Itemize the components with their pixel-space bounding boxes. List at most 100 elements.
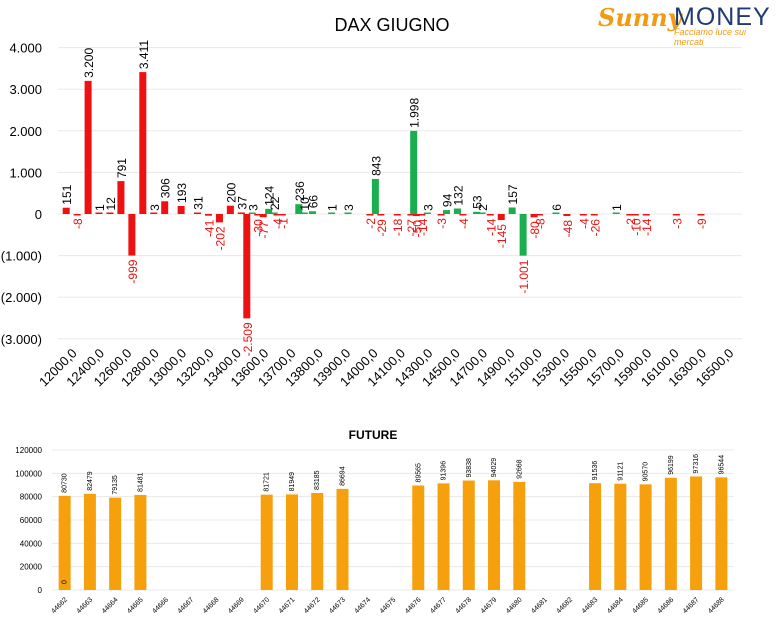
y-tick-label: 100000 xyxy=(15,469,42,478)
data-label: 1 xyxy=(93,204,107,211)
x-tick-label: 44684 xyxy=(606,596,625,615)
data-label: -999 xyxy=(126,259,140,283)
bar xyxy=(109,497,122,590)
data-label: -14 xyxy=(416,218,430,236)
bar xyxy=(393,214,401,216)
data-label: 81481 xyxy=(137,472,144,492)
bar xyxy=(260,494,273,590)
bar xyxy=(715,477,728,590)
bar xyxy=(308,211,316,214)
data-label: 80730 xyxy=(62,473,69,493)
bar xyxy=(328,212,336,214)
data-label: -50 xyxy=(410,220,424,238)
bar xyxy=(664,477,677,590)
data-label: 3 xyxy=(246,204,260,211)
x-tick-label: 44672 xyxy=(303,596,322,615)
bar xyxy=(626,214,634,216)
dax-giugno-chart: DAX GIUGNO (3.000) (2.000) (1.000) 0 1.000 2.0… xyxy=(1,15,742,389)
y-tick-label: 2.000 xyxy=(9,124,42,139)
bar xyxy=(488,480,501,590)
bar xyxy=(486,214,494,216)
y-tick-label: 20000 xyxy=(20,563,43,572)
data-label: 82479 xyxy=(87,471,94,491)
bar xyxy=(73,214,81,216)
x-tick-label: 44674 xyxy=(353,596,372,615)
y-tick-label: 60000 xyxy=(20,516,43,525)
bar xyxy=(58,495,71,590)
data-label: -18 xyxy=(391,218,405,236)
data-label: 1.998 xyxy=(408,98,422,128)
x-tick-label: 44663 xyxy=(76,596,95,615)
bar xyxy=(139,72,147,214)
data-label: -4 xyxy=(271,218,285,229)
data-label: 22 xyxy=(268,196,282,210)
data-label: 2 xyxy=(476,204,490,211)
data-label: 91536 xyxy=(592,461,599,481)
bar xyxy=(612,212,620,214)
data-label: -9 xyxy=(695,218,709,229)
bar xyxy=(697,214,705,216)
data-label: 66 xyxy=(306,195,320,209)
bar xyxy=(508,207,516,214)
data-label: -1 xyxy=(276,218,290,229)
x-tick-label: 44687 xyxy=(682,596,701,615)
data-label: -29 xyxy=(375,219,389,237)
y-tick-label: 4.000 xyxy=(9,41,42,56)
bar xyxy=(254,214,262,216)
data-label: 90570 xyxy=(643,462,650,482)
bar xyxy=(285,494,298,590)
data-label: -14 xyxy=(484,218,498,236)
bar xyxy=(62,207,70,214)
chart-title: FUTURE xyxy=(349,428,398,442)
x-tick-label: 44677 xyxy=(429,596,448,615)
data-label: 91396 xyxy=(441,461,448,481)
data-label: 10 xyxy=(298,197,312,211)
data-label: 81949 xyxy=(289,472,296,492)
bar xyxy=(473,211,481,214)
bar xyxy=(536,214,544,216)
bar xyxy=(579,214,587,216)
bar xyxy=(672,214,680,216)
bar xyxy=(410,130,418,214)
future-chart: FUTURE 0 20000 40000 60000 80000 100000 120000 4… xyxy=(15,428,734,615)
bar xyxy=(690,476,703,590)
bar xyxy=(265,208,273,214)
data-label: 94 xyxy=(441,193,455,207)
x-tick-label: 44678 xyxy=(454,596,473,615)
data-label: 306 xyxy=(159,178,173,198)
data-label: 151 xyxy=(60,184,74,204)
bar xyxy=(311,492,324,590)
bar xyxy=(478,212,486,214)
x-tick-label: 44679 xyxy=(480,596,499,615)
data-label: -3 xyxy=(670,218,684,229)
bar xyxy=(552,212,560,214)
data-label: 97316 xyxy=(693,454,700,474)
data-label: -202 xyxy=(213,226,227,250)
y-tick-label: 80000 xyxy=(20,493,43,502)
data-label: 843 xyxy=(369,156,383,176)
y-tick-label: 1.000 xyxy=(9,165,42,180)
data-label: 31 xyxy=(192,196,206,210)
x-tick-label: 44680 xyxy=(505,596,524,615)
bar xyxy=(371,178,379,214)
x-tick-label: 44685 xyxy=(631,596,650,615)
x-tick-label: 44670 xyxy=(252,596,271,615)
bar xyxy=(134,494,147,590)
data-label: 93838 xyxy=(466,458,473,478)
data-label: -2 xyxy=(624,218,638,229)
y-tick-label: 0 xyxy=(38,586,43,595)
bar xyxy=(84,80,92,214)
bar xyxy=(497,214,505,221)
bar xyxy=(462,480,475,590)
data-label: -3 xyxy=(435,218,449,229)
data-label: -2 xyxy=(364,218,378,229)
data-label: 91121 xyxy=(617,462,624,481)
data-label: -80 xyxy=(528,221,542,239)
bar xyxy=(437,483,450,590)
data-label: 3 xyxy=(342,204,356,211)
data-label: -8 xyxy=(71,218,85,229)
y-tick-label: (3.000) xyxy=(1,332,42,347)
x-tick-label: 44666 xyxy=(151,596,170,615)
bar xyxy=(642,214,650,216)
data-label: 3.411 xyxy=(137,40,151,69)
